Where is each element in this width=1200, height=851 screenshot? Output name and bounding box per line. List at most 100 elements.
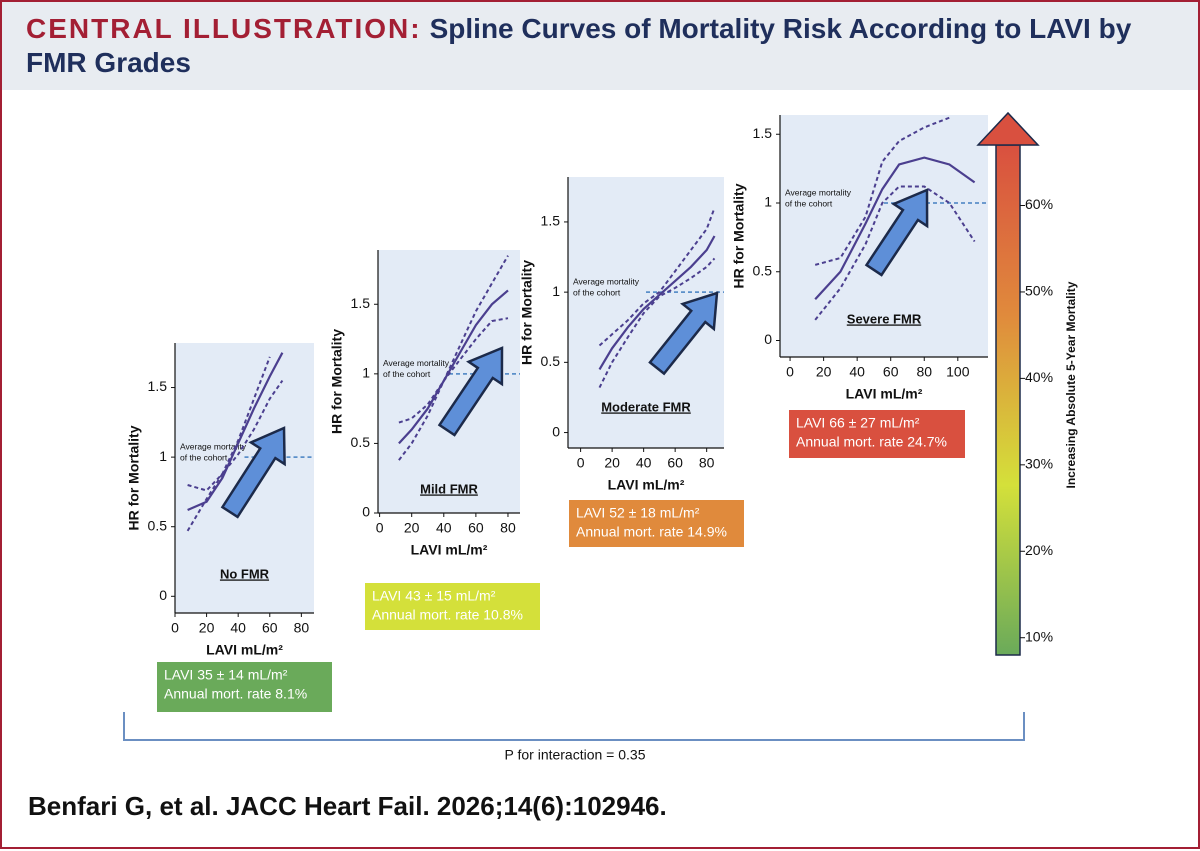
reference-label: of the cohort	[785, 198, 833, 208]
stat-text: Annual mort. rate 10.8%	[372, 607, 523, 623]
x-tick-label: 20	[604, 455, 620, 471]
colorbar-tick-label: 50%	[1025, 283, 1053, 299]
x-tick-label: 0	[376, 520, 384, 536]
y-tick-label: 0	[159, 587, 167, 603]
colorbar-tick-label: 20%	[1025, 542, 1053, 558]
x-tick-label: 60	[883, 364, 899, 380]
y-axis-label: HR for Mortality	[126, 425, 142, 530]
panel-title: Severe FMR	[847, 311, 922, 326]
x-tick-label: 80	[500, 520, 516, 536]
y-tick-label: 1	[552, 283, 560, 299]
y-tick-label: 1.5	[753, 125, 773, 141]
y-tick-label: 0.5	[541, 353, 561, 369]
colorbar-tick-label: 10%	[1025, 628, 1053, 644]
x-axis-label: LAVI mL/m²	[846, 386, 923, 402]
x-tick-label: 20	[199, 620, 215, 636]
series-line	[598, 257, 716, 389]
series-line	[598, 207, 716, 347]
x-tick-label: 40	[436, 520, 452, 536]
stat-text: LAVI 43 ± 15 mL/m²	[372, 588, 496, 604]
x-tick-label: 60	[468, 520, 484, 536]
series-line	[187, 352, 284, 512]
y-tick-label: 1.5	[541, 213, 561, 229]
y-tick-label: 1	[362, 365, 370, 381]
stat-box	[365, 583, 540, 630]
x-tick-label: 0	[171, 620, 179, 636]
x-tick-label: 80	[294, 620, 310, 636]
stat-box	[157, 662, 332, 712]
series-line	[814, 156, 976, 301]
reference-label: Average mortality	[383, 358, 450, 368]
y-axis-label: HR for Mortality	[731, 183, 747, 288]
y-tick-label: 0	[764, 331, 772, 347]
colorbar-label: Increasing Absolute 5-Year Mortality	[1064, 281, 1078, 488]
y-tick-label: 0.5	[148, 517, 168, 533]
x-tick-label: 20	[404, 520, 420, 536]
x-tick-label: 100	[946, 364, 970, 380]
x-tick-label: 60	[262, 620, 278, 636]
x-tick-label: 0	[786, 364, 794, 380]
x-tick-label: 60	[667, 455, 683, 471]
reference-label: Average mortality	[573, 276, 640, 286]
x-axis-label: LAVI mL/m²	[411, 542, 488, 558]
series-line	[187, 356, 271, 492]
header: CENTRAL ILLUSTRATION: Spline Curves of Mo…	[2, 0, 1198, 90]
trend-arrow	[864, 188, 929, 277]
x-tick-label: 40	[230, 620, 246, 636]
plot-background	[780, 115, 988, 357]
colorbar-head	[976, 111, 1040, 146]
title: CENTRAL ILLUSTRATION: Spline Curves of Mo…	[26, 12, 1176, 80]
x-axis-label: LAVI mL/m²	[608, 477, 685, 493]
y-tick-label: 1	[159, 448, 167, 464]
stat-box	[569, 500, 744, 547]
series-line	[814, 185, 976, 321]
bracket	[123, 712, 1025, 741]
y-tick-label: 1.5	[351, 295, 371, 311]
y-tick-label: 0.5	[351, 434, 371, 450]
trend-arrow	[437, 346, 504, 437]
x-tick-label: 20	[816, 364, 832, 380]
panel-title: No FMR	[220, 566, 270, 581]
citation: Benfari G, et al. JACC Heart Fail. 2026;…	[28, 791, 667, 821]
stat-text: LAVI 66 ± 27 mL/m²	[796, 415, 920, 431]
stat-text: Annual mort. rate 24.7%	[796, 434, 947, 450]
series-line	[186, 380, 284, 532]
trend-arrow	[648, 291, 719, 376]
colorbar	[995, 144, 1021, 656]
panel-title: Moderate FMR	[601, 399, 691, 414]
colorbar-tick-label: 60%	[1025, 196, 1053, 212]
series-line	[598, 235, 716, 370]
x-tick-label: 80	[916, 364, 932, 380]
reference-label: Average mortality	[785, 187, 852, 197]
stat-text: Annual mort. rate 8.1%	[164, 686, 307, 702]
title-text: Spline Curves of Mortality Risk Accordin…	[26, 13, 1132, 78]
y-tick-label: 0	[552, 423, 560, 439]
y-tick-label: 1	[764, 194, 772, 210]
x-tick-label: 80	[699, 455, 715, 471]
y-axis-label: HR for Mortality	[329, 329, 345, 434]
interaction-text: P for interaction = 0.35	[505, 747, 646, 763]
x-tick-label: 0	[577, 455, 585, 471]
stat-text: Annual mort. rate 14.9%	[576, 524, 727, 540]
y-axis-label: HR for Mortality	[519, 260, 535, 365]
panel-title: Mild FMR	[420, 481, 478, 496]
series-line	[398, 317, 509, 424]
title-label: CENTRAL ILLUSTRATION:	[26, 13, 422, 44]
reference-label: of the cohort	[180, 452, 228, 462]
colorbar-tick-label: 40%	[1025, 369, 1053, 385]
reference-label: Average mortality	[180, 441, 247, 451]
x-axis-label: LAVI mL/m²	[206, 642, 283, 658]
trend-arrow	[220, 426, 286, 519]
x-tick-label: 40	[849, 364, 865, 380]
reference-label: of the cohort	[383, 369, 431, 379]
y-tick-label: 0.5	[753, 262, 773, 278]
stat-text: LAVI 52 ± 18 mL/m²	[576, 505, 700, 521]
stat-text: LAVI 35 ± 14 mL/m²	[164, 667, 288, 683]
x-tick-label: 40	[636, 455, 652, 471]
y-tick-label: 1.5	[148, 378, 168, 394]
y-tick-label: 0	[362, 504, 370, 520]
colorbar-tick-label: 30%	[1025, 456, 1053, 472]
stat-box	[789, 410, 965, 458]
